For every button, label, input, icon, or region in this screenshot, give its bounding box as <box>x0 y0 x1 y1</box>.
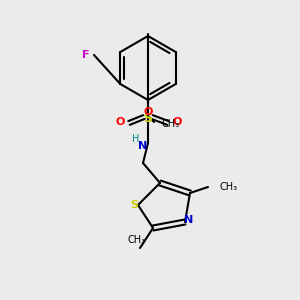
Text: O: O <box>115 117 125 127</box>
Text: CH₃: CH₃ <box>220 182 238 192</box>
Text: S: S <box>143 112 152 124</box>
Text: F: F <box>82 50 90 60</box>
Text: S: S <box>130 200 138 210</box>
Text: CH₃: CH₃ <box>128 235 146 245</box>
Text: O: O <box>172 117 182 127</box>
Text: O: O <box>143 107 153 117</box>
Text: N: N <box>138 141 148 151</box>
Text: H: H <box>132 134 140 144</box>
Text: CH₃: CH₃ <box>162 119 180 129</box>
Text: N: N <box>184 215 194 225</box>
